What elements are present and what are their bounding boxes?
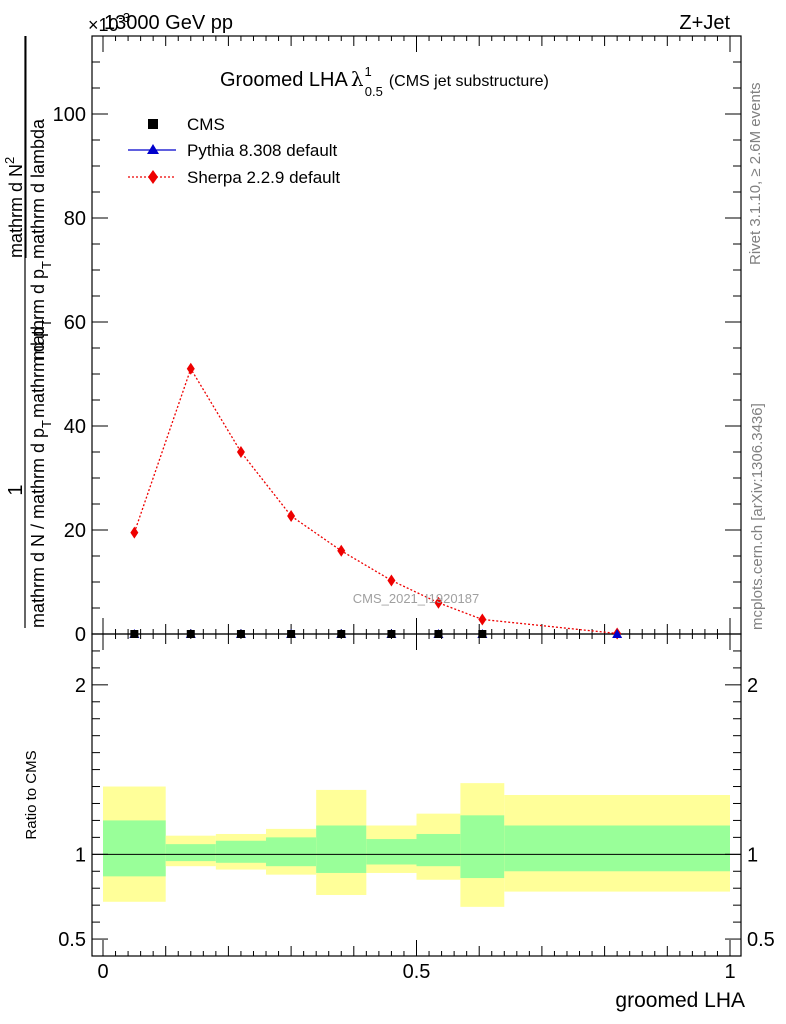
sherpa-point [478,613,487,626]
svg-text:1: 1 [5,484,27,495]
legend: CMS Pythia 8.308 default Sherpa 2.2.9 defa… [128,115,340,187]
ratio-band-inner-1 [165,844,216,862]
ratio-bands [92,783,741,907]
sherpa-point [186,362,195,375]
sherpa-point [236,446,245,458]
svg-text:mathrm d N2: mathrm d N2 [2,157,26,258]
ratio-ytick-label-left: 1 [75,844,86,866]
svg-text:mathrm d pTmathrm d lambda: mathrm d pTmathrm d lambda [28,118,54,360]
ratio-ytick-label-right: 2 [747,675,758,697]
ratio-ytick-label-left: 2 [75,675,86,697]
ratio-band-inner-3 [266,837,317,867]
cms-point [387,630,396,638]
axis-ticks [92,36,741,956]
series-markers [129,362,623,640]
cms-point [478,630,487,638]
ratio-band-inner-5 [366,839,417,865]
plot-title: Groomed LHA λ1 0.5(CMS jet substructure) [220,64,549,99]
ratio-band-inner-4 [316,825,367,873]
main-ytick-label: 100 [53,104,86,126]
xtick-label: 1 [724,961,735,983]
legend-pythia-marker [147,144,159,154]
ratio-ytick-label-right: 1 [747,844,758,866]
legend-label: Pythia 8.308 default [187,141,338,160]
svg-text:mathrm d N / mathrm d pTmathrm: mathrm d N / mathrm d pTmathrm d pT [28,319,54,628]
ratio-band-inner-2 [215,840,267,863]
legend-label: CMS [187,115,225,134]
ratio-y-axis-label: Ratio to CMS [23,750,40,839]
ratio-band-inner-6 [416,833,461,867]
sherpa-point [287,509,296,522]
axis-tick-labels: 0 20 40 60 80 100 0 0.5 1 0.5 0.5 1 1 2 2 [53,104,775,983]
x-axis-label: groomed LHA [615,989,745,1012]
cms-point [236,630,245,638]
legend-label: Sherpa 2.2.9 default [187,168,340,187]
sherpa-point [387,574,396,587]
mcplots-label: mcplots.cern.ch [arXiv:1306.3436] [749,403,766,630]
analysis-watermark: CMS_2021_I1920187 [353,591,480,606]
cms-point [287,630,296,638]
main-ytick-label: 80 [64,208,86,230]
main-ytick-label: 40 [64,416,86,438]
cms-point [337,630,346,638]
rivet-label: Rivet 3.1.10, ≥ 2.6M events [747,83,764,266]
sherpa-point [337,544,346,557]
ratio-band-inner-0 [103,820,166,877]
process-label: Z+Jet [679,12,730,34]
cms-point [130,630,139,638]
y-exponent-label: ×10-3 [88,10,130,35]
ratio-band-inner-7 [460,815,505,879]
main-ytick-label: 0 [75,624,86,646]
legend-sherpa-marker [148,170,158,184]
xtick-label: 0 [97,961,108,983]
main-ytick-label: 60 [64,312,86,334]
main-ytick-label: 20 [64,520,86,542]
sherpa-point [434,596,443,609]
ratio-ytick-label-left: 0.5 [58,929,86,951]
cms-point [434,630,443,638]
xtick-label: 0.5 [403,961,431,983]
legend-cms-marker [148,119,158,129]
y-axis-label: 1 mathrm d N / mathrm d pTmathrm d pT ma… [2,36,54,628]
ratio-band-inner-8 [504,825,730,872]
ratio-ytick-label-right: 0.5 [747,929,775,951]
energy-label: 13000 GeV pp [104,12,233,34]
cms-point [186,630,195,638]
pythia-point [612,629,623,638]
sherpa-point [130,526,139,539]
